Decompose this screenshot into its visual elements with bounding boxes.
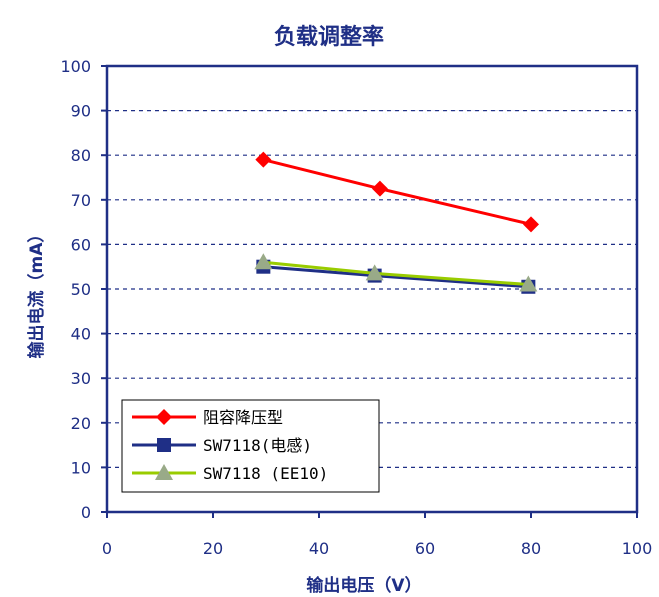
- x-tick-label-0: 0: [102, 539, 112, 558]
- legend-label-1: 阻容降压型: [203, 408, 283, 427]
- x-axis-title: 输出电压（V）: [306, 575, 421, 596]
- y-tick-label-10: 10: [71, 458, 91, 477]
- y-tick-label-30: 30: [71, 369, 91, 388]
- x-tick-label-80: 80: [521, 539, 541, 558]
- x-tick-label-40: 40: [309, 539, 329, 558]
- y-tick-label-80: 80: [71, 146, 91, 165]
- series-3: [254, 253, 538, 292]
- legend-label-2: SW7118(电感): [203, 436, 312, 455]
- y-tick-label-100: 100: [60, 57, 91, 76]
- data-point-3-1: [254, 253, 273, 270]
- tick-labels: 0 10 20 30 40 50 60 70 80 90 100 0 20 40 60 80 100: [60, 57, 652, 558]
- x-tick-label-100: 100: [622, 539, 653, 558]
- legend: 阻容降压型 SW7118(电感) SW7118 (EE10): [121, 399, 380, 493]
- y-tick-label-40: 40: [71, 325, 91, 344]
- data-point-3-3: [519, 275, 538, 292]
- y-tick-label-0: 0: [81, 503, 91, 522]
- y-tick-label-60: 60: [71, 235, 91, 254]
- y-axis-title: 输出电流（mA）: [26, 226, 47, 359]
- y-tick-label-50: 50: [71, 280, 91, 299]
- series-line-1: [262, 158, 532, 226]
- data-point-1-3: [523, 216, 539, 233]
- data-point-1-1: [255, 151, 272, 168]
- series-layer: [254, 151, 539, 294]
- series-1: [255, 151, 539, 233]
- legend-marker-3: [155, 464, 173, 480]
- x-tick-label-60: 60: [415, 539, 435, 558]
- data-point-1-2: [371, 180, 388, 197]
- x-tick-label-20: 20: [203, 539, 223, 558]
- legend-marker-2: [157, 438, 171, 452]
- legend-label-3: SW7118 (EE10): [203, 464, 328, 483]
- series-line-3: [263, 260, 529, 287]
- y-tick-label-70: 70: [71, 191, 91, 210]
- y-tick-label-20: 20: [71, 414, 91, 433]
- data-point-3-2: [365, 264, 384, 281]
- y-tick-label-90: 90: [71, 102, 91, 121]
- legend-marker-1: [156, 409, 172, 425]
- chart-title: 负载调整率: [274, 24, 384, 50]
- series-line-2: [263, 265, 529, 289]
